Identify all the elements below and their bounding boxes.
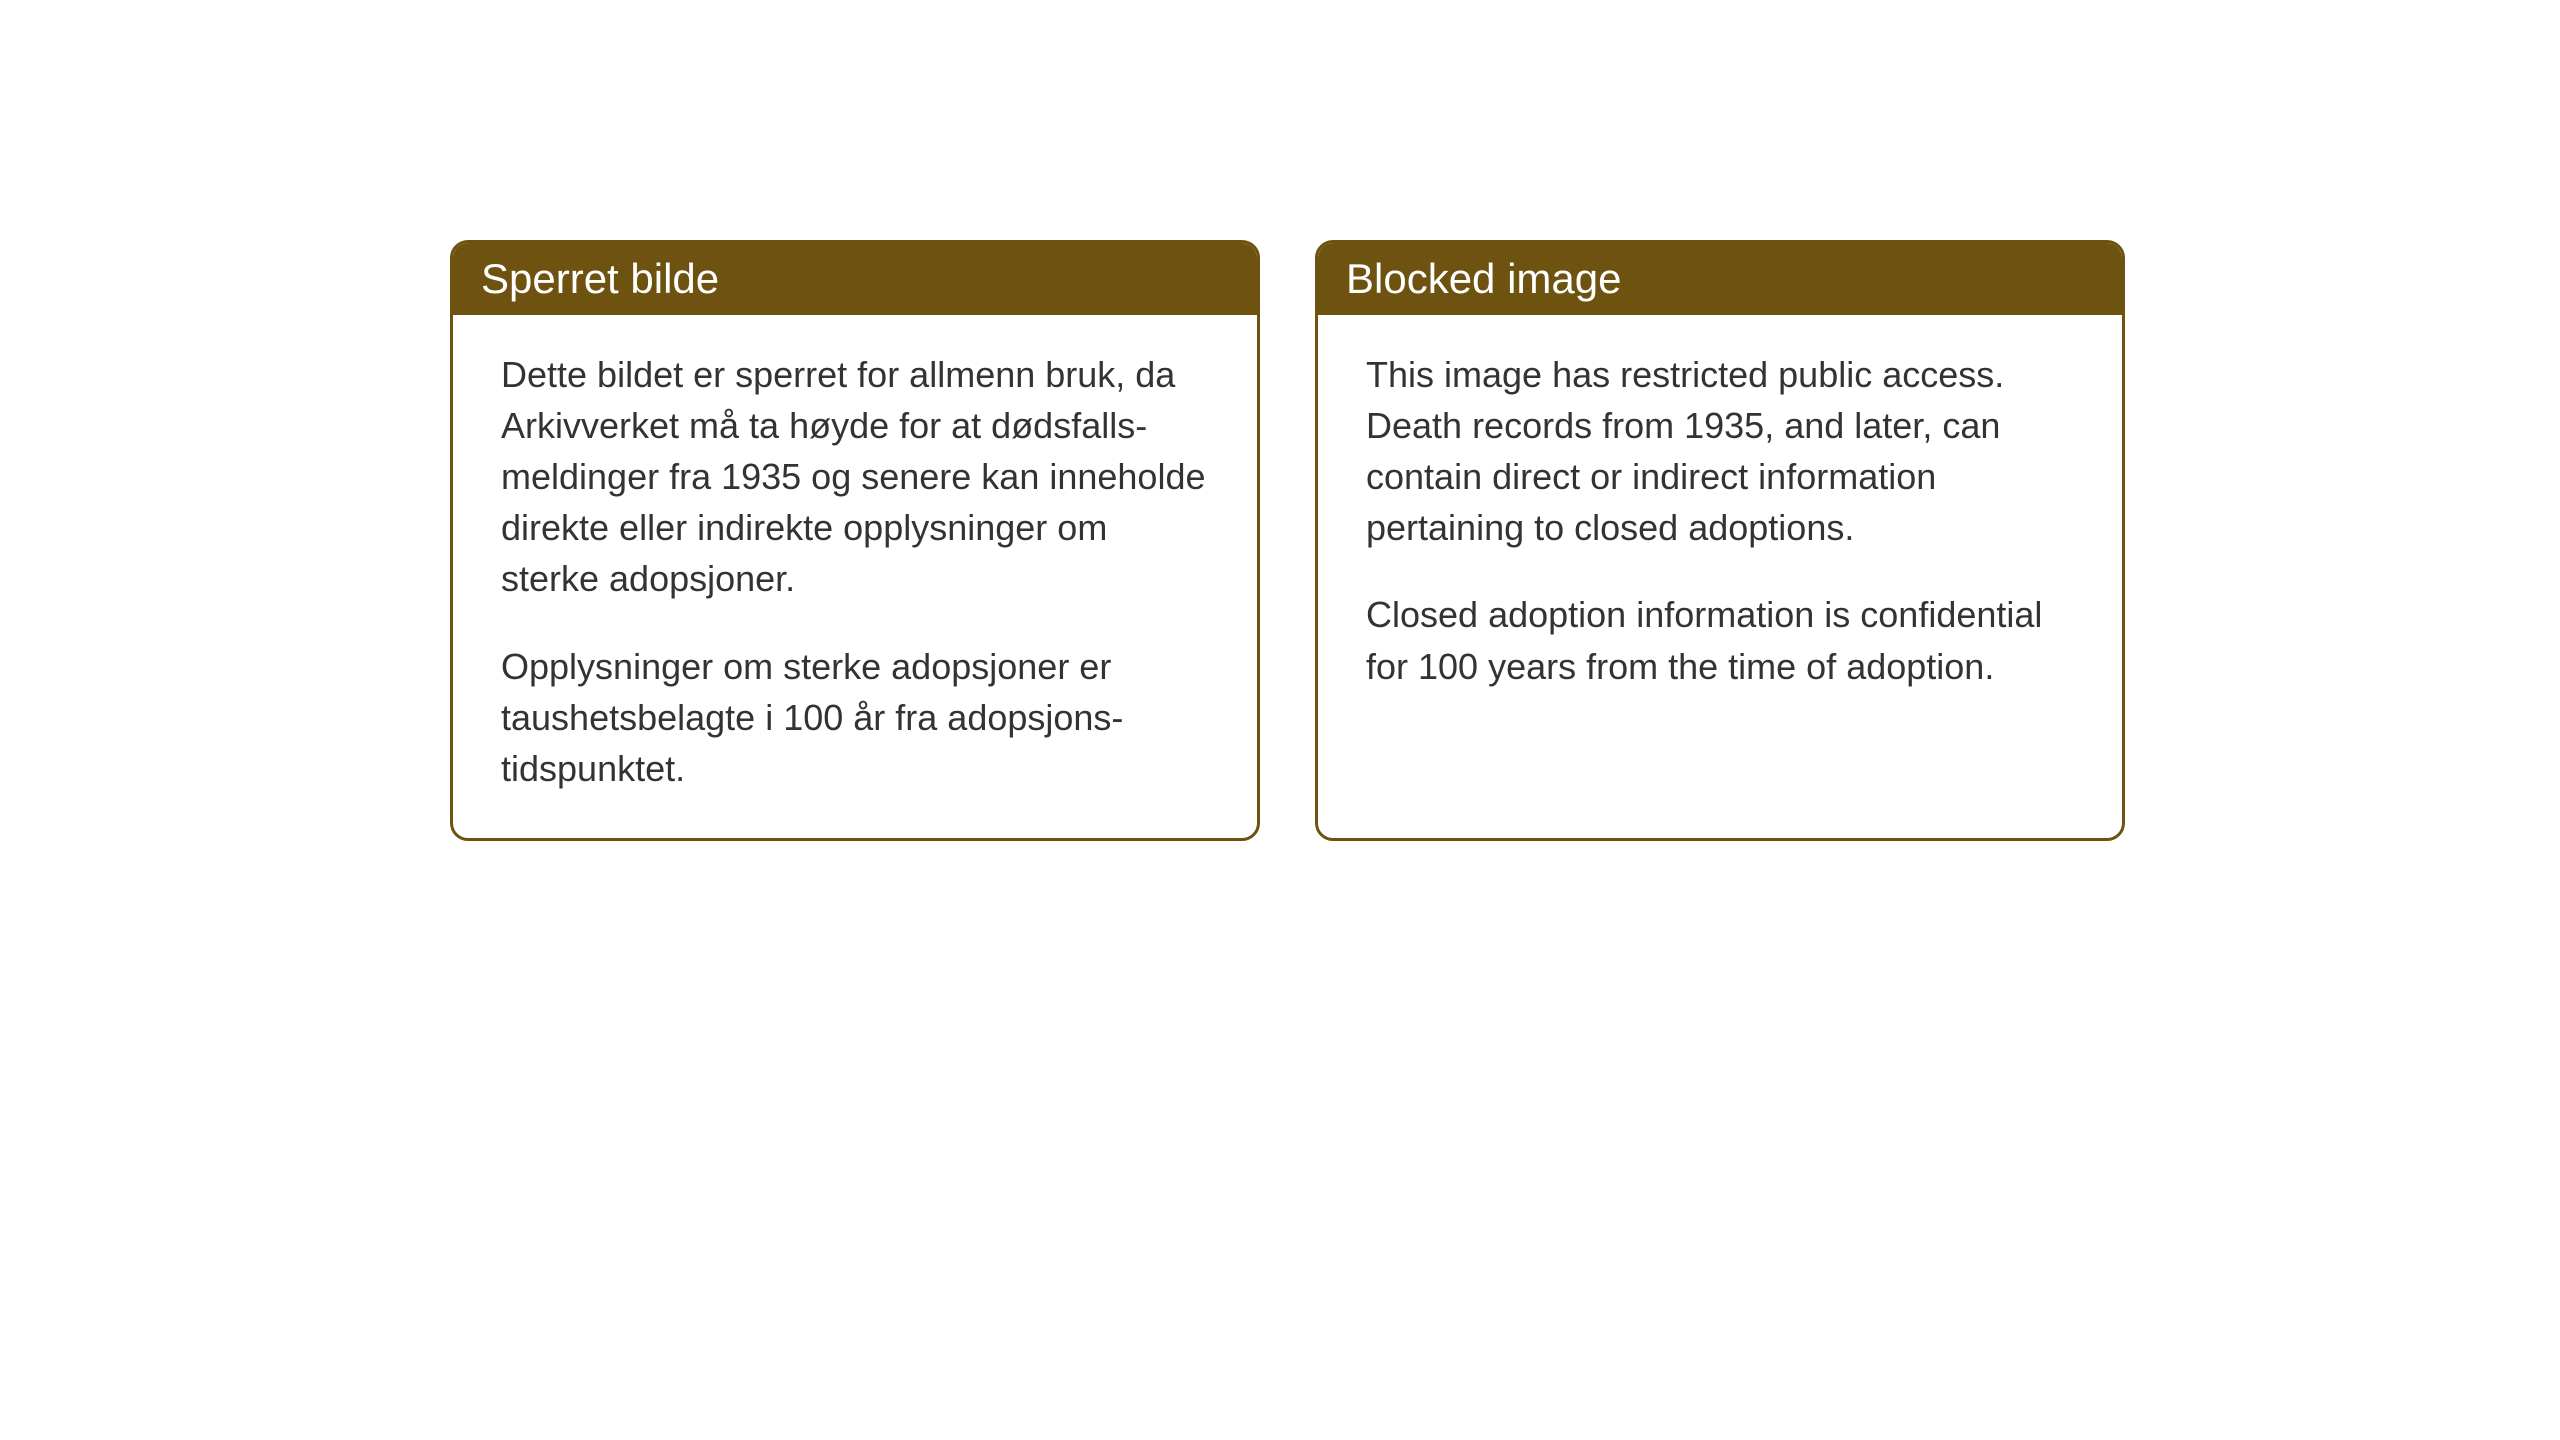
english-card: Blocked image This image has restricted …	[1315, 240, 2125, 841]
norwegian-card: Sperret bilde Dette bildet er sperret fo…	[450, 240, 1260, 841]
english-card-header: Blocked image	[1318, 243, 2122, 315]
norwegian-paragraph-1: Dette bildet er sperret for allmenn bruk…	[501, 349, 1209, 605]
norwegian-title: Sperret bilde	[481, 255, 719, 302]
english-card-body: This image has restricted public access.…	[1318, 315, 2122, 736]
english-title: Blocked image	[1346, 255, 1621, 302]
english-paragraph-2: Closed adoption information is confident…	[1366, 589, 2074, 691]
english-paragraph-1: This image has restricted public access.…	[1366, 349, 2074, 553]
norwegian-card-body: Dette bildet er sperret for allmenn bruk…	[453, 315, 1257, 838]
norwegian-paragraph-2: Opplysninger om sterke adopsjoner er tau…	[501, 641, 1209, 794]
notice-container: Sperret bilde Dette bildet er sperret fo…	[450, 240, 2125, 841]
norwegian-card-header: Sperret bilde	[453, 243, 1257, 315]
